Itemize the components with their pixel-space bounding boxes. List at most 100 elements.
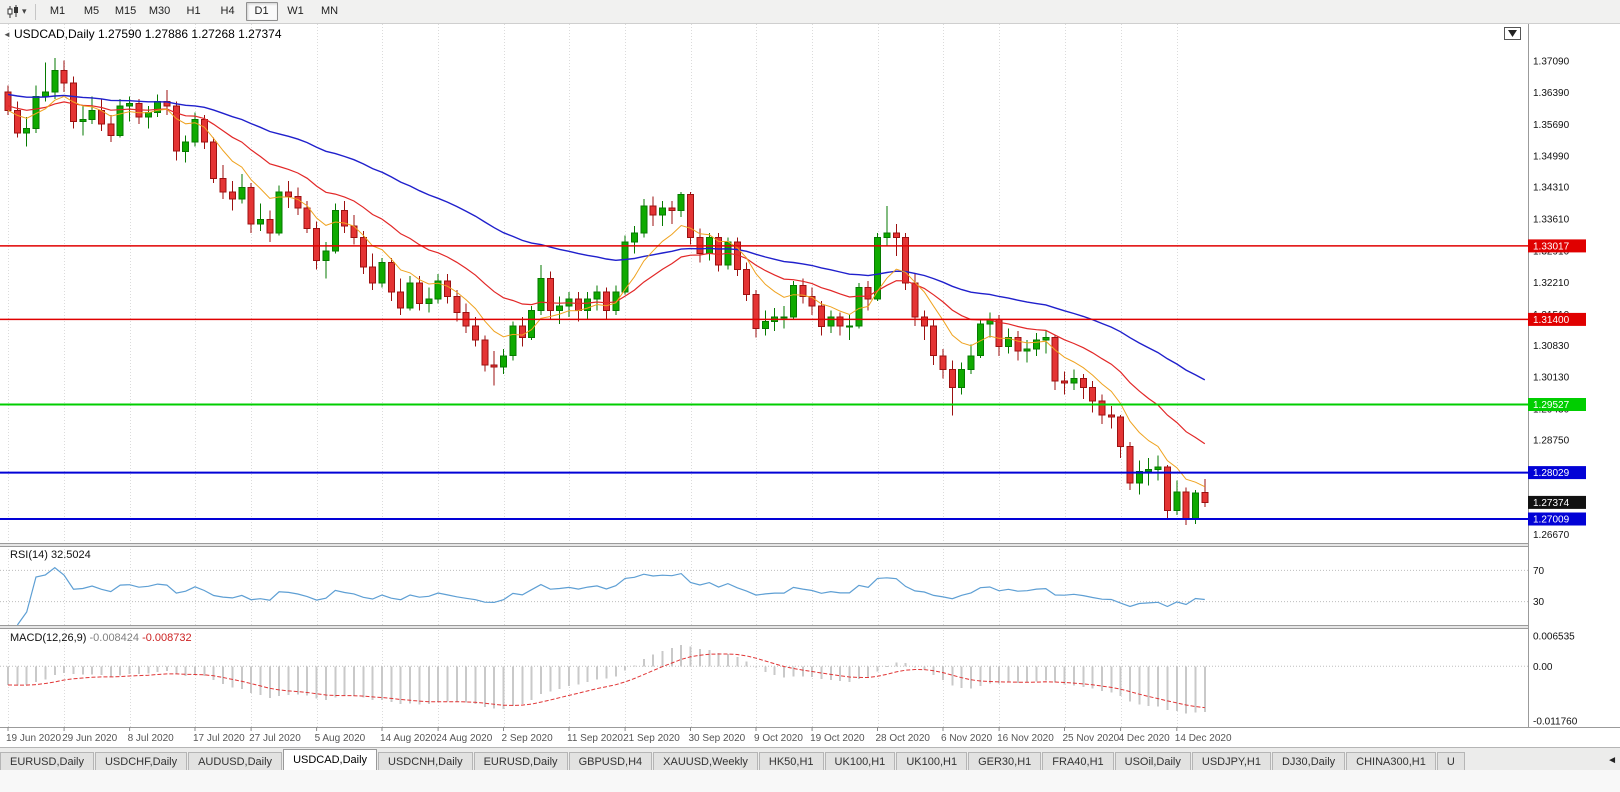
- toolbar: ▾ M1 M5 M15 M30 H1 H4 D1 W1 MN: [0, 0, 1620, 24]
- toolbar-separator: [34, 3, 36, 20]
- candlestick-chart-icon[interactable]: [4, 3, 22, 21]
- svg-text:1.31400: 1.31400: [1533, 315, 1570, 326]
- price-badge-1.29527: 1.29527: [1528, 398, 1586, 411]
- panel-separator-rsi[interactable]: [0, 543, 1620, 547]
- date-axis[interactable]: 19 Jun 2020 29 Jun 2020 8 Jul 2020 17 Jul 2…: [6, 727, 1232, 744]
- price-badge-1.33017: 1.33017: [1528, 239, 1586, 253]
- ma-fast-line: [7, 95, 1206, 488]
- chart-tab-audusd-daily[interactable]: AUDUSD,Daily: [188, 752, 283, 771]
- svg-text:1.34310: 1.34310: [1533, 183, 1570, 194]
- svg-text:1.34990: 1.34990: [1533, 152, 1570, 163]
- timeframe-buttons: M1 M5 M15 M30 H1 H4 D1 W1 MN: [41, 2, 347, 21]
- svg-text:28 Oct 2020: 28 Oct 2020: [876, 733, 931, 744]
- svg-text:1.30830: 1.30830: [1533, 341, 1570, 352]
- ma-medium-line: [7, 101, 1206, 445]
- svg-text:2 Sep 2020: 2 Sep 2020: [502, 733, 554, 744]
- chart-tab-china300-h1[interactable]: CHINA300,H1: [1346, 752, 1436, 771]
- chart-tab-u[interactable]: U: [1436, 752, 1465, 771]
- chart-tab-usdchf-daily[interactable]: USDCHF,Daily: [94, 752, 188, 771]
- chart-tab-bar: EURUSD,Daily USDCHF,Daily AUDUSD,Daily USDC…: [0, 747, 1620, 771]
- current-price-badge: 1.27374: [1528, 495, 1586, 509]
- indicator-axis-labels: 70 30 0.006535 0.00 -0.011760: [1533, 566, 1578, 728]
- chart-tab-usdjpy-h1[interactable]: USDJPY,H1: [1191, 752, 1271, 771]
- svg-text:30: 30: [1533, 597, 1545, 608]
- chart-tab-gbpusd-h4[interactable]: GBPUSD,H4: [568, 752, 653, 771]
- svg-text:5 Aug 2020: 5 Aug 2020: [315, 733, 366, 744]
- chart-background: [0, 24, 1620, 747]
- svg-text:14 Aug 2020: 14 Aug 2020: [380, 733, 437, 744]
- svg-text:1.30130: 1.30130: [1533, 373, 1570, 384]
- price-badge-1.31400: 1.31400: [1528, 312, 1586, 326]
- tab-scroll-left-icon[interactable]: ◄: [1607, 755, 1617, 766]
- price-badge-1.27009: 1.27009: [1528, 512, 1586, 526]
- svg-text:29 Jun 2020: 29 Jun 2020: [62, 733, 117, 744]
- svg-text:16 Nov 2020: 16 Nov 2020: [997, 733, 1054, 744]
- svg-text:0.006535: 0.006535: [1533, 631, 1575, 642]
- chart-tab-dj30-daily[interactable]: DJ30,Daily: [1271, 752, 1346, 771]
- timeframe-button-m30[interactable]: M30: [148, 5, 171, 17]
- status-bar: [0, 770, 1620, 792]
- rsi-line: [16, 566, 1205, 626]
- svg-text:1.29527: 1.29527: [1533, 400, 1570, 411]
- chart-tab-usoil-daily[interactable]: USOil,Daily: [1114, 752, 1191, 771]
- svg-text:1.26670: 1.26670: [1533, 530, 1570, 541]
- macd-signal-line: [7, 653, 1205, 709]
- timeframe-button-h1[interactable]: H1: [186, 5, 201, 17]
- svg-text:1.33017: 1.33017: [1533, 241, 1570, 252]
- chart-tab-hk50-h1[interactable]: HK50,H1: [758, 752, 824, 771]
- chart-tabs: EURUSD,Daily USDCHF,Daily AUDUSD,Daily USDC…: [0, 748, 1600, 771]
- timeframe-button-d1[interactable]: D1: [245, 2, 278, 21]
- price-badge-1.28029: 1.28029: [1528, 466, 1586, 480]
- svg-text:4 Dec 2020: 4 Dec 2020: [1119, 733, 1171, 744]
- svg-text:14 Dec 2020: 14 Dec 2020: [1175, 733, 1232, 744]
- chart-tab-fra40-h1[interactable]: FRA40,H1: [1042, 752, 1114, 771]
- timeframe-button-h4[interactable]: H4: [220, 5, 235, 17]
- svg-text:1.28029: 1.28029: [1533, 468, 1570, 479]
- svg-text:8 Jul 2020: 8 Jul 2020: [128, 733, 175, 744]
- svg-text:1.33610: 1.33610: [1533, 215, 1570, 226]
- svg-text:19 Jun 2020: 19 Jun 2020: [6, 733, 61, 744]
- svg-text:17 Jul 2020: 17 Jul 2020: [193, 733, 245, 744]
- timeframe-button-w1[interactable]: W1: [287, 5, 304, 17]
- ma-slow-line: [7, 93, 1206, 381]
- chart-tab-ger30-h1[interactable]: GER30,H1: [968, 752, 1042, 771]
- svg-text:21 Sep 2020: 21 Sep 2020: [623, 733, 680, 744]
- chart-tab-usdcad-daily[interactable]: USDCAD,Daily: [283, 749, 378, 771]
- macd-label: MACD(12,26,9) -0.008424 -0.008732: [10, 632, 192, 644]
- svg-text:1.36390: 1.36390: [1533, 88, 1570, 99]
- svg-text:1.27009: 1.27009: [1533, 515, 1570, 526]
- svg-text:25 Nov 2020: 25 Nov 2020: [1063, 733, 1120, 744]
- svg-text:9 Oct 2020: 9 Oct 2020: [754, 733, 803, 744]
- svg-text:0.00: 0.00: [1533, 662, 1553, 673]
- rsi-label: RSI(14) 32.5024: [10, 549, 91, 561]
- svg-text:1.37090: 1.37090: [1533, 56, 1570, 67]
- timeframe-button-m15[interactable]: M15: [114, 5, 137, 17]
- svg-text:-0.011760: -0.011760: [1533, 717, 1578, 728]
- chart-tab-usdcnh-daily[interactable]: USDCNH,Daily: [378, 752, 473, 771]
- price-scale[interactable]: [1528, 24, 1620, 747]
- svg-text:30 Sep 2020: 30 Sep 2020: [689, 733, 746, 744]
- svg-text:19 Oct 2020: 19 Oct 2020: [810, 733, 865, 744]
- timeframe-button-m1[interactable]: M1: [49, 5, 66, 17]
- svg-text:1.28750: 1.28750: [1533, 435, 1570, 446]
- price-chart[interactable]: 1.37090 1.36390 1.35690 1.34990 1.34310 1.336…: [0, 24, 1620, 747]
- svg-text:1.32210: 1.32210: [1533, 278, 1570, 289]
- chart-shift-button[interactable]: [1504, 27, 1521, 40]
- svg-text:11 Sep 2020: 11 Sep 2020: [567, 733, 623, 744]
- chart-tab-eurusd-daily[interactable]: EURUSD,Daily: [473, 752, 568, 771]
- svg-text:24 Aug 2020: 24 Aug 2020: [436, 733, 493, 744]
- chart-tab-eurusd-daily[interactable]: EURUSD,Daily: [0, 752, 94, 771]
- svg-text:6 Nov 2020: 6 Nov 2020: [941, 733, 993, 744]
- chart-tab-xauusd-weekly[interactable]: XAUUSD,Weekly: [653, 752, 758, 771]
- chart-tab-uk100-h1[interactable]: UK100,H1: [824, 752, 896, 771]
- chart-region[interactable]: 1.37090 1.36390 1.35690 1.34990 1.34310 1.336…: [0, 24, 1620, 747]
- timeframe-button-m5[interactable]: M5: [83, 5, 100, 17]
- svg-text:1.27374: 1.27374: [1533, 498, 1570, 509]
- chart-tab-uk100-h1[interactable]: UK100,H1: [896, 752, 968, 771]
- timeframe-button-mn[interactable]: MN: [320, 5, 339, 17]
- panel-separator-macd[interactable]: [0, 625, 1620, 629]
- svg-text:27 Jul 2020: 27 Jul 2020: [249, 733, 301, 744]
- svg-text:70: 70: [1533, 566, 1545, 577]
- window-collapse-icon[interactable]: ◄: [3, 30, 11, 39]
- chart-type-dropdown-caret[interactable]: ▾: [22, 6, 27, 16]
